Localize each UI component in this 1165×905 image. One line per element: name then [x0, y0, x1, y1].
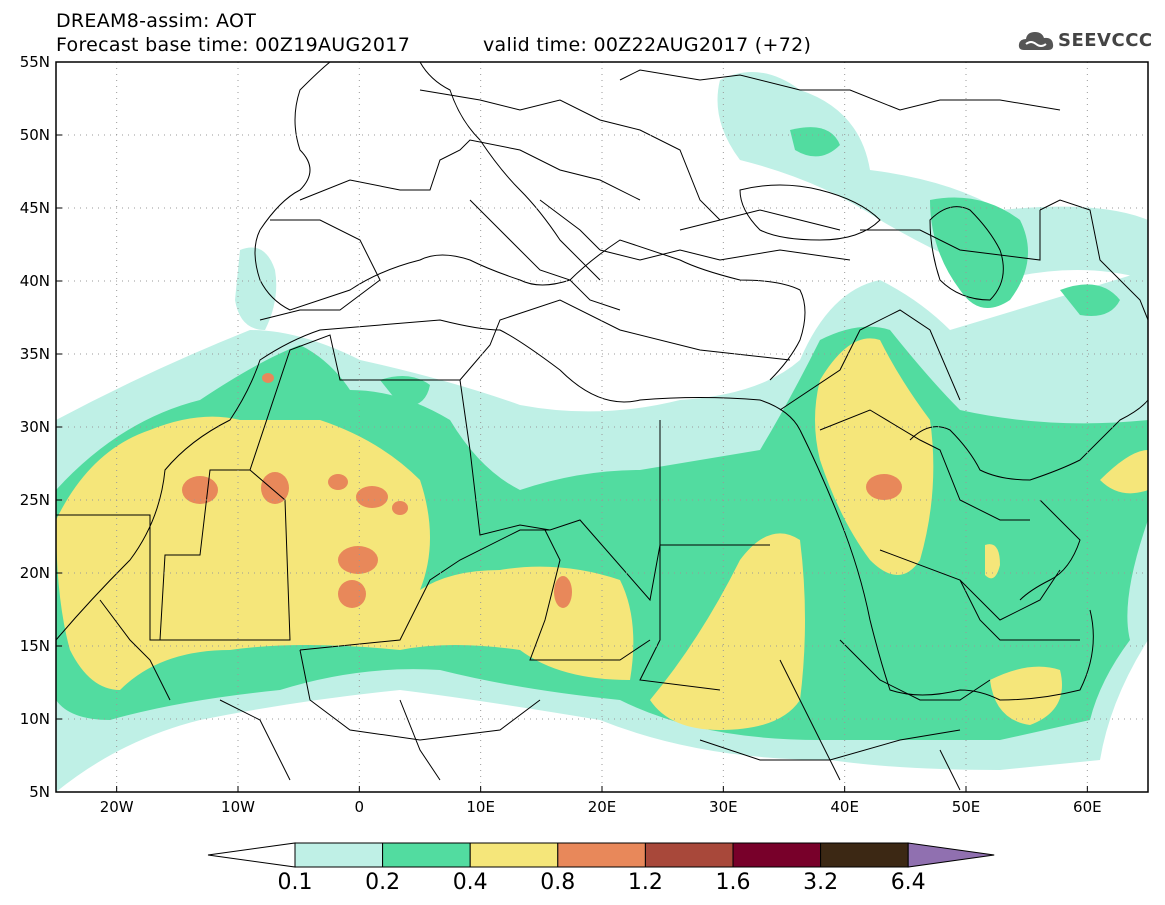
- latitude-label: 20N: [19, 564, 50, 582]
- cloud-icon: [1018, 32, 1054, 50]
- colorbar-arrow-high: [907, 842, 995, 868]
- colorbar-label: 0.4: [452, 870, 488, 895]
- colorbar-label: 1.6: [715, 870, 751, 895]
- latitude-label: 5N: [29, 783, 50, 801]
- aot-contour-high: [815, 338, 934, 575]
- valid-time: valid time: 00Z22AUG2017 (+72): [483, 34, 812, 56]
- latitude-label: 55N: [19, 53, 50, 71]
- longitude-label: 0: [354, 798, 365, 816]
- axis-ticks: [56, 61, 1088, 793]
- latitude-label: 25N: [19, 491, 50, 509]
- aot-contour-high: [990, 666, 1062, 725]
- latitude-label: 15N: [19, 637, 50, 655]
- latitude-label: 35N: [19, 345, 50, 363]
- aot-contour-high: [1100, 450, 1148, 494]
- colorbar-label: 0.8: [540, 870, 576, 895]
- colorbar-swatch: [820, 842, 909, 868]
- country-borders: [56, 69, 1148, 791]
- coastlines: [56, 62, 1148, 701]
- colorbar-label: 0.1: [277, 870, 313, 895]
- aot-contour-mid: [790, 127, 840, 157]
- longitude-label: 10E: [466, 798, 495, 816]
- seevccc-logo: SEEVCCC: [1018, 26, 1158, 56]
- aot-contour-peak: [182, 373, 902, 608]
- longitude-label: 60E: [1073, 798, 1102, 816]
- aot-contour-mid: [380, 376, 430, 406]
- colorbar-swatch: [294, 842, 384, 868]
- graticule: [56, 62, 1148, 792]
- colorbar-swatch: [644, 842, 734, 868]
- latitude-label: 10N: [19, 710, 50, 728]
- latitude-label: 45N: [19, 199, 50, 217]
- longitude-label: 20W: [99, 798, 134, 816]
- aot-contour-high: [650, 533, 805, 730]
- latitude-label: 50N: [19, 126, 50, 144]
- colorbar-label: 0.2: [365, 870, 401, 895]
- longitude-label: 50E: [951, 798, 981, 816]
- forecast-base-time: Forecast base time: 00Z19AUG2017: [56, 34, 411, 56]
- latitude-label: 40N: [19, 272, 50, 290]
- aot-contour-high: [985, 544, 1000, 579]
- longitude-label: 20E: [587, 798, 617, 816]
- aot-contour-low: [235, 247, 277, 330]
- aot-contour-mid: [1060, 284, 1120, 316]
- longitude-label: 10W: [221, 798, 255, 816]
- map-title: DREAM8-assim: AOT: [56, 10, 257, 32]
- colorbar-swatch: [732, 842, 822, 868]
- latitude-label: 30N: [19, 418, 50, 436]
- colorbar-swatch: [469, 842, 559, 868]
- colorbar-swatch: [382, 842, 471, 868]
- colorbar-arrow-low: [207, 842, 296, 868]
- colorbar-swatch: [557, 842, 646, 868]
- longitude-label: 40E: [830, 798, 859, 816]
- colorbar-label: 1.2: [627, 870, 663, 895]
- colorbar-label: 3.2: [803, 870, 839, 895]
- longitude-label: 30E: [709, 798, 738, 816]
- colorbar-label: 6.4: [890, 870, 926, 895]
